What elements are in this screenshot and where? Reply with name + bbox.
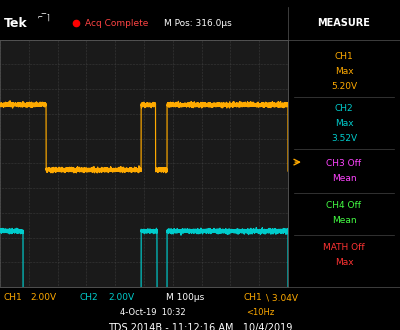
Text: 2.00V: 2.00V — [108, 293, 134, 302]
Text: 2.00V: 2.00V — [30, 293, 56, 302]
Text: ⌐‾⌉: ⌐‾⌉ — [38, 14, 51, 23]
Text: CH1: CH1 — [4, 293, 23, 302]
Text: Max: Max — [335, 258, 353, 267]
Text: MATH Off: MATH Off — [323, 243, 365, 252]
Text: CH2: CH2 — [80, 293, 99, 302]
Text: <10Hz: <10Hz — [246, 308, 274, 317]
Text: M Pos: 316.0µs: M Pos: 316.0µs — [164, 18, 232, 28]
Text: CH1: CH1 — [335, 52, 353, 61]
Text: Tek: Tek — [4, 16, 28, 30]
Text: Acq Complete: Acq Complete — [85, 18, 148, 28]
Text: 5.20V: 5.20V — [331, 82, 357, 91]
Text: Max: Max — [335, 119, 353, 128]
Text: Max: Max — [335, 67, 353, 76]
Text: CH2: CH2 — [335, 104, 353, 114]
Text: MEASURE: MEASURE — [318, 18, 370, 28]
Text: \ 3.04V: \ 3.04V — [266, 293, 298, 302]
Text: 3.52V: 3.52V — [331, 134, 357, 143]
Text: CH4 Off: CH4 Off — [326, 201, 362, 210]
Text: CH3 Off: CH3 Off — [326, 159, 362, 168]
Text: CH1: CH1 — [244, 293, 263, 302]
Text: 4-Oct-19  10:32: 4-Oct-19 10:32 — [120, 308, 186, 317]
Text: TDS 2014B - 11:12:16 AM   10/4/2019: TDS 2014B - 11:12:16 AM 10/4/2019 — [108, 323, 292, 330]
Text: Mean: Mean — [332, 216, 356, 225]
Text: Mean: Mean — [332, 174, 356, 183]
Text: M 100µs: M 100µs — [166, 293, 204, 302]
